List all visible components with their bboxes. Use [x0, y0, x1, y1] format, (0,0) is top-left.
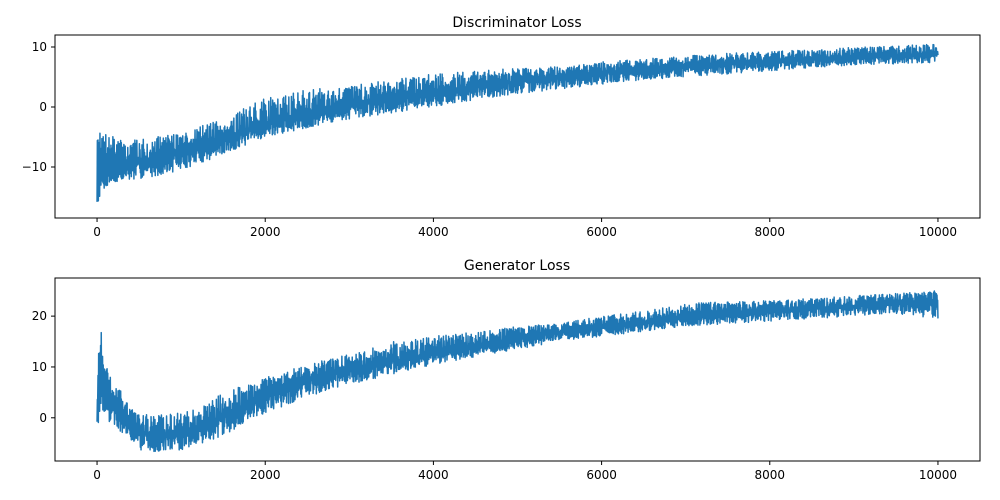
generator-loss-axes-frame [54, 277, 981, 462]
generator-loss-x-tick-label: 8000 [754, 468, 785, 482]
generator-loss-x-tick-label: 10000 [919, 468, 957, 482]
discriminator-loss-panel: Discriminator Loss 0 2000 4000 6000 8000 1000… [22, 15, 981, 239]
discriminator-loss-y-tick-label: 10 [32, 40, 47, 54]
generator-loss-y-tick-label: 10 [32, 360, 47, 374]
generator-loss-series-line [96, 290, 939, 453]
discriminator-loss-x-tick-label: 2000 [250, 225, 281, 239]
generator-loss-title: Generator Loss [464, 258, 570, 274]
discriminator-loss-title: Discriminator Loss [452, 15, 581, 31]
discriminator-loss-y-tick-label: 0 [39, 100, 47, 114]
generator-loss-x-tick-label: 2000 [250, 468, 281, 482]
discriminator-loss-ticks: 0 2000 4000 6000 8000 10000 −10 0 10 [22, 40, 957, 239]
discriminator-loss-y-tick-label: −10 [22, 160, 47, 174]
generator-loss-x-tick-label: 6000 [586, 468, 617, 482]
generator-loss-panel: Generator Loss 0 2000 4000 6000 8000 10000 0 10… [32, 258, 981, 482]
generator-loss-y-tick-label: 0 [39, 411, 47, 425]
generator-loss-plot-layer [96, 290, 939, 453]
discriminator-loss-x-tick-label: 0 [93, 225, 101, 239]
generator-loss-y-tick-label: 20 [32, 309, 47, 323]
discriminator-loss-plot-layer [96, 43, 939, 202]
discriminator-loss-x-tick-label: 6000 [586, 225, 617, 239]
discriminator-loss-x-tick-label: 10000 [919, 225, 957, 239]
generator-loss-x-tick-label: 4000 [418, 468, 449, 482]
discriminator-loss-x-tick-label: 4000 [418, 225, 449, 239]
generator-loss-x-tick-label: 0 [93, 468, 101, 482]
discriminator-loss-series-line [96, 43, 939, 202]
discriminator-loss-x-tick-label: 8000 [754, 225, 785, 239]
generator-loss-ticks: 0 2000 4000 6000 8000 10000 0 10 20 [32, 309, 957, 482]
discriminator-loss-axes-frame [54, 34, 981, 219]
